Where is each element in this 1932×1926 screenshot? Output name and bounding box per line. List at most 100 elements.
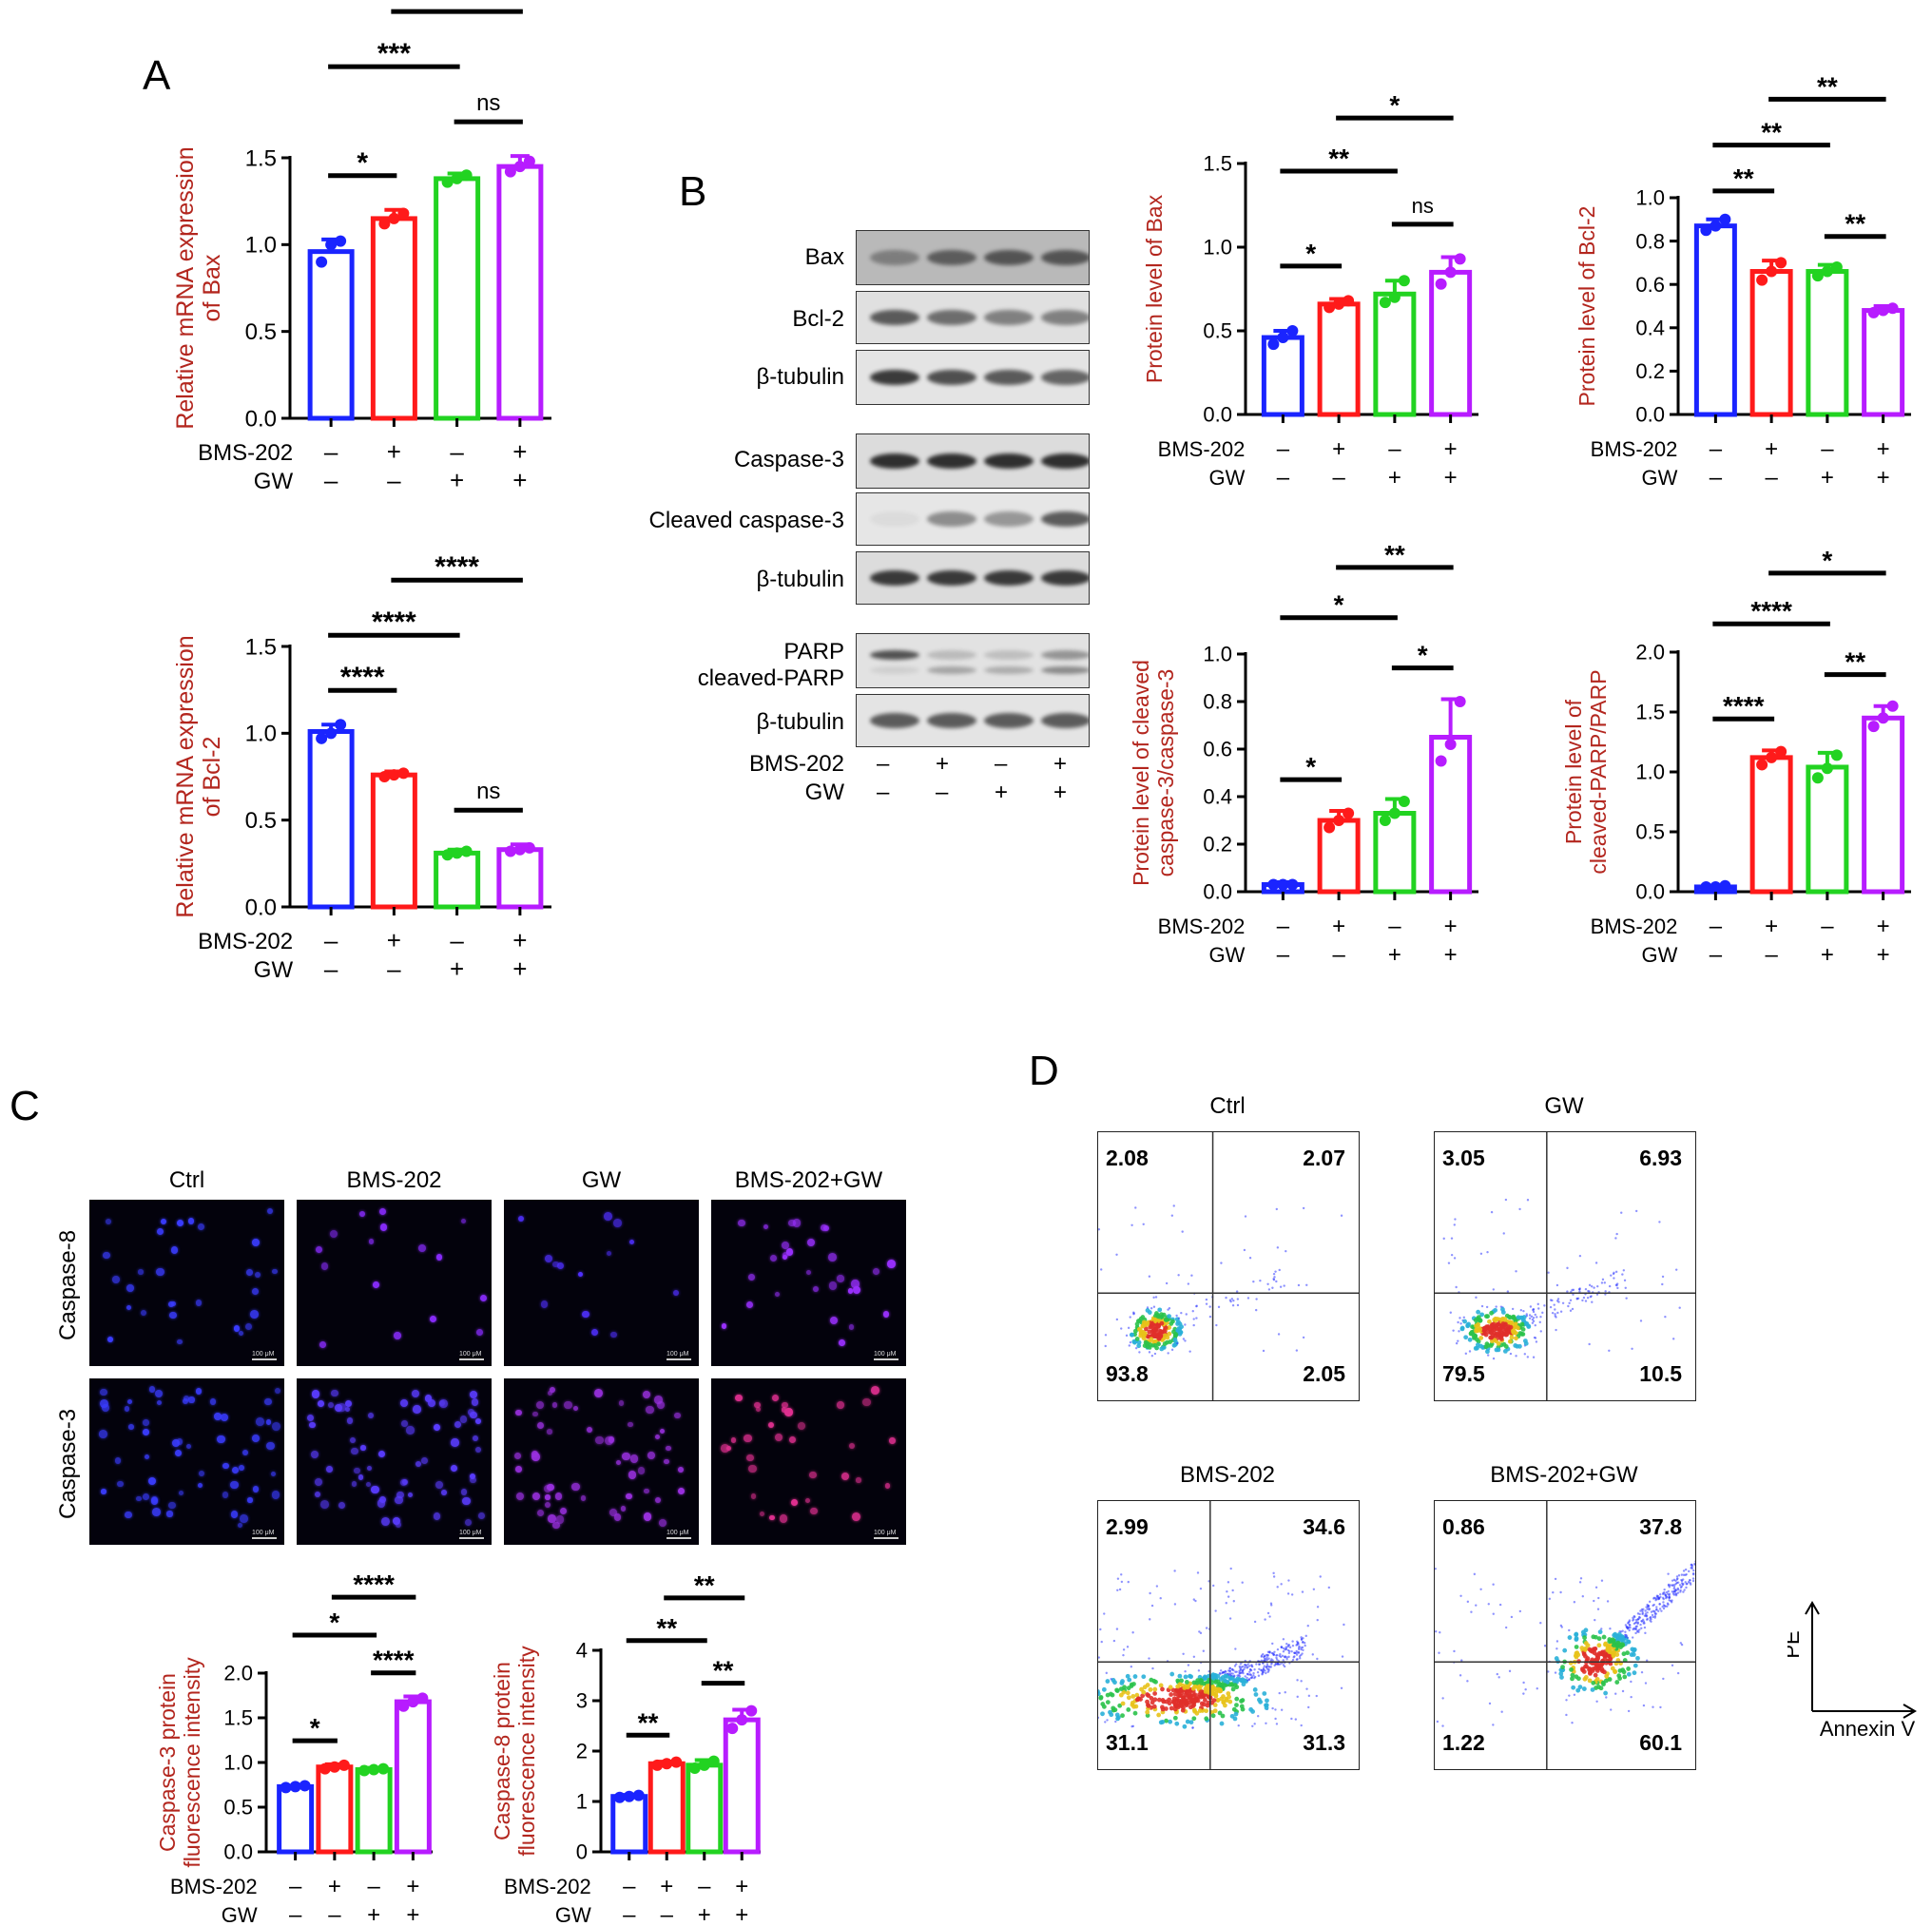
y-tick-label: 0.5 bbox=[245, 808, 277, 834]
event-dot bbox=[1227, 1595, 1230, 1598]
event-dot bbox=[1173, 1603, 1177, 1606]
cell-nucleus bbox=[171, 1246, 179, 1254]
quadrant-percentage: 60.1 bbox=[1639, 1730, 1682, 1755]
event-dot bbox=[1507, 1339, 1513, 1344]
event-dot bbox=[1154, 1345, 1159, 1351]
event-dot bbox=[1528, 1314, 1532, 1317]
event-dot bbox=[1630, 1680, 1633, 1684]
event-dot bbox=[1578, 1254, 1582, 1258]
event-dot bbox=[1578, 1290, 1581, 1293]
event-dot bbox=[1570, 1672, 1575, 1678]
event-dot bbox=[1528, 1317, 1532, 1319]
bms-sign: + bbox=[1877, 914, 1890, 939]
event-dot bbox=[1571, 1307, 1575, 1311]
event-dot bbox=[1256, 1670, 1260, 1674]
event-dot bbox=[1667, 1603, 1670, 1606]
event-dot bbox=[1291, 1658, 1295, 1662]
event-dot bbox=[1246, 1679, 1249, 1682]
event-dot bbox=[1258, 1667, 1261, 1671]
cell-nucleus bbox=[182, 1398, 188, 1405]
event-dot bbox=[1115, 1318, 1119, 1321]
event-dot bbox=[1267, 1657, 1270, 1660]
event-dot bbox=[1578, 1288, 1581, 1291]
event-dot bbox=[1600, 1680, 1606, 1685]
event-dot bbox=[1616, 1286, 1619, 1290]
blot-band bbox=[870, 713, 919, 728]
event-dot bbox=[1264, 1618, 1266, 1621]
event-dot bbox=[1479, 1588, 1482, 1590]
data-point bbox=[1388, 807, 1401, 819]
blot-band-label: cleaved-PARP bbox=[697, 665, 844, 691]
event-dot bbox=[1568, 1301, 1571, 1305]
microscopy-condition-label: BMS-202 bbox=[346, 1167, 442, 1193]
event-dot bbox=[1312, 1588, 1316, 1590]
cell-nucleus bbox=[460, 1489, 468, 1495]
event-dot bbox=[1629, 1652, 1634, 1657]
blot-band bbox=[870, 370, 919, 385]
event-dot bbox=[1105, 1700, 1111, 1705]
event-dot bbox=[1591, 1300, 1594, 1303]
bar-0 bbox=[1261, 335, 1304, 417]
blot-band bbox=[927, 250, 976, 265]
event-dot bbox=[1197, 1708, 1203, 1713]
event-dot bbox=[1220, 1713, 1226, 1719]
event-dot bbox=[1626, 1671, 1632, 1677]
event-dot bbox=[1531, 1318, 1535, 1321]
event-dot bbox=[1212, 1708, 1218, 1714]
significance-label: ** bbox=[1384, 540, 1405, 569]
event-dot bbox=[1506, 1290, 1510, 1293]
event-dot bbox=[1244, 1663, 1246, 1666]
event-dot bbox=[1311, 1653, 1314, 1656]
cell-nucleus bbox=[721, 1443, 730, 1453]
gw-row-label: GW bbox=[1641, 466, 1677, 490]
event-dot bbox=[1269, 1666, 1273, 1668]
event-dot bbox=[1154, 1311, 1159, 1316]
event-dot bbox=[1614, 1680, 1620, 1685]
cell-nucleus bbox=[837, 1275, 844, 1282]
event-dot bbox=[1130, 1666, 1133, 1668]
event-dot bbox=[1231, 1303, 1235, 1307]
bar-3 bbox=[1429, 269, 1473, 417]
event-dot bbox=[1671, 1592, 1675, 1595]
event-dot bbox=[1134, 1206, 1137, 1209]
event-dot bbox=[1182, 1652, 1185, 1655]
cell-nucleus bbox=[125, 1511, 132, 1519]
event-dot bbox=[1646, 1608, 1649, 1610]
event-dot bbox=[1271, 1286, 1274, 1289]
blot-band-lower bbox=[984, 666, 1034, 674]
cell-nucleus bbox=[862, 1398, 871, 1407]
event-dot bbox=[1177, 1673, 1183, 1679]
event-dot bbox=[1145, 1344, 1150, 1350]
data-point bbox=[1710, 220, 1722, 232]
cell-nucleus bbox=[107, 1337, 113, 1342]
cell-nucleus bbox=[882, 1311, 890, 1318]
event-dot bbox=[1664, 1315, 1667, 1319]
event-dot bbox=[1163, 1325, 1169, 1331]
data-point bbox=[1454, 696, 1466, 707]
event-dot bbox=[1441, 1697, 1444, 1700]
cell-nucleus bbox=[532, 1493, 540, 1501]
event-dot bbox=[1581, 1686, 1587, 1691]
blot-band-label: PARP bbox=[783, 639, 844, 664]
event-dot bbox=[1525, 1314, 1529, 1318]
event-dot bbox=[1675, 1268, 1678, 1271]
cell-nucleus bbox=[421, 1457, 429, 1464]
event-dot bbox=[1475, 1342, 1480, 1348]
event-dot bbox=[1203, 1676, 1208, 1682]
blot-band bbox=[984, 570, 1034, 586]
event-dot bbox=[1682, 1573, 1686, 1576]
event-dot bbox=[1470, 1324, 1475, 1329]
data-point bbox=[1886, 302, 1899, 315]
event-dot bbox=[1270, 1604, 1273, 1607]
cell-nucleus bbox=[147, 1477, 156, 1486]
y-tick-label: 1.0 bbox=[1635, 761, 1665, 784]
event-dot bbox=[1658, 1608, 1662, 1610]
event-dot bbox=[1614, 1644, 1620, 1648]
cell-nucleus bbox=[805, 1498, 811, 1504]
event-dot bbox=[1659, 1593, 1662, 1596]
event-dot bbox=[1571, 1288, 1574, 1292]
blot-band bbox=[984, 511, 1034, 527]
event-dot bbox=[1137, 1319, 1142, 1323]
